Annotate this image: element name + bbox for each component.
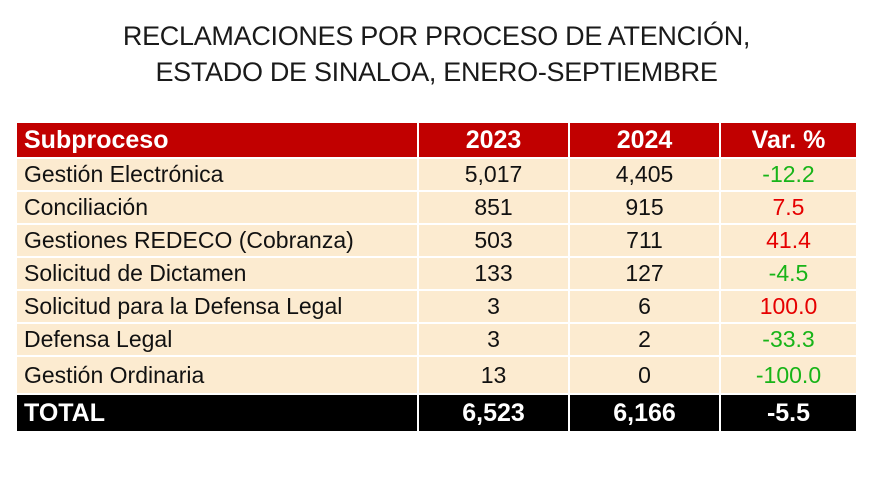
row-name: Gestión Electrónica [15, 157, 419, 192]
row-2024: 0 [568, 355, 721, 395]
row-var: 100.0 [719, 289, 858, 324]
row-name: Defensa Legal [15, 322, 419, 357]
title-line-2: ESTADO DE SINALOA, ENERO-SEPTIEMBRE [155, 57, 718, 87]
table-row: Solicitud para la Defensa Legal 3 6 100.… [15, 289, 858, 324]
row-2024: 4,405 [568, 157, 721, 192]
row-name: Conciliación [15, 190, 419, 225]
row-name: Solicitud de Dictamen [15, 256, 419, 291]
row-2023: 503 [417, 223, 570, 258]
row-2023: 133 [417, 256, 570, 291]
row-2023: 13 [417, 355, 570, 395]
row-var: -12.2 [719, 157, 858, 192]
row-2023: 5,017 [417, 157, 570, 192]
title-line-1: RECLAMACIONES POR PROCESO DE ATENCIÓN, [122, 21, 751, 51]
row-var: -100.0 [719, 355, 858, 395]
table-row: Gestión Ordinaria 13 0 -100.0 [15, 355, 858, 395]
row-var: -33.3 [719, 322, 858, 357]
row-2023: 3 [417, 322, 570, 357]
row-2023: 851 [417, 190, 570, 225]
row-2023: 3 [417, 289, 570, 324]
row-2024: 711 [568, 223, 721, 258]
header-2024: 2024 [568, 121, 721, 159]
claims-table: Subproceso 2023 2024 Var. % Gestión Elec… [15, 121, 858, 433]
table-row: Conciliación 851 915 7.5 [15, 190, 858, 225]
total-var: -5.5 [719, 393, 858, 433]
total-2024: 6,166 [568, 393, 721, 433]
total-row: TOTAL 6,523 6,166 -5.5 [15, 393, 858, 433]
row-name: Gestiones REDECO (Cobranza) [15, 223, 419, 258]
table-row: Gestión Electrónica 5,017 4,405 -12.2 [15, 157, 858, 192]
header-var: Var. % [719, 121, 858, 159]
row-var: 41.4 [719, 223, 858, 258]
row-var: -4.5 [719, 256, 858, 291]
table-row: Solicitud de Dictamen 133 127 -4.5 [15, 256, 858, 291]
row-name: Gestión Ordinaria [15, 355, 419, 395]
header-subproceso: Subproceso [15, 121, 419, 159]
row-2024: 6 [568, 289, 721, 324]
total-label: TOTAL [15, 393, 419, 433]
table-row: Gestiones REDECO (Cobranza) 503 711 41.4 [15, 223, 858, 258]
table-header-row: Subproceso 2023 2024 Var. % [15, 121, 858, 159]
row-var: 7.5 [719, 190, 858, 225]
row-2024: 127 [568, 256, 721, 291]
report-title: RECLAMACIONES POR PROCESO DE ATENCIÓN, E… [0, 18, 873, 90]
header-2023: 2023 [417, 121, 570, 159]
row-2024: 915 [568, 190, 721, 225]
row-name: Solicitud para la Defensa Legal [15, 289, 419, 324]
total-2023: 6,523 [417, 393, 570, 433]
row-2024: 2 [568, 322, 721, 357]
table-row: Defensa Legal 3 2 -33.3 [15, 322, 858, 357]
